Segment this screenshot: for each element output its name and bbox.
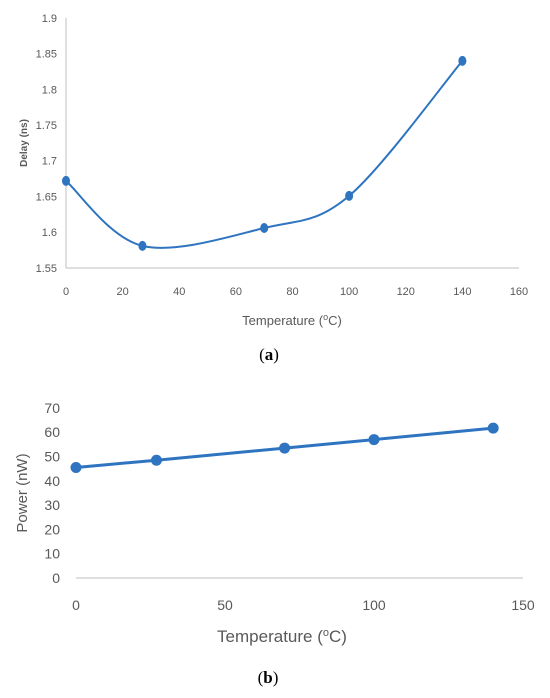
chart-a-data-point — [345, 190, 354, 201]
chart-a-data-point — [260, 223, 269, 233]
chart-b-data-point — [368, 434, 380, 446]
chart-a-x-tick-label: 0 — [63, 286, 69, 298]
chart-a-points — [62, 55, 467, 251]
chart-a-x-tick-label: 60 — [230, 286, 242, 298]
chart-a-x-tick-label: 140 — [453, 286, 471, 298]
chart-a-y-tick-label: 1.65 — [36, 191, 57, 203]
chart-a-caption: (a) — [259, 345, 279, 364]
chart-a-y-tick-label: 1.85 — [36, 49, 57, 61]
chart-a-y-tick-label: 1.75 — [36, 120, 57, 132]
chart-b-x-tick-label: 50 — [217, 597, 233, 613]
chart-b-ylabel: Power (nW) — [14, 453, 31, 532]
chart-a-y-ticks: 1.55 1.6 1.65 1.7 1.75 1.8 1.85 1.9 — [36, 13, 57, 275]
chart-a-x-tick-label: 40 — [173, 286, 185, 298]
chart-a-y-tick-label: 1.6 — [42, 227, 57, 239]
chart-a-x-tick-label: 100 — [340, 286, 358, 298]
chart-b-y-tick-label: 60 — [44, 424, 60, 440]
chart-a-x-tick-label: 80 — [286, 286, 298, 298]
chart-a-y-tick-label: 1.7 — [42, 156, 57, 168]
chart-b-y-tick-label: 10 — [44, 546, 60, 562]
chart-b-x-tick-label: 100 — [362, 597, 386, 613]
chart-a-x-tick-label: 160 — [510, 286, 528, 298]
chart-b-y-tick-label: 0 — [52, 570, 60, 586]
chart-a-y-tick-label: 1.9 — [42, 13, 57, 25]
chart-b-data-point — [70, 462, 82, 473]
chart-a-data-point — [458, 55, 467, 66]
chart-b-y-ticks: 0 10 20 30 40 50 60 70 — [44, 400, 60, 586]
chart-a: 1.55 1.6 1.65 1.7 1.75 1.8 1.85 1.9 0 20 40 60 80 10… — [19, 13, 528, 364]
chart-b: 0 10 20 30 40 50 60 70 0 50 100 150 Power (nW) Tem… — [14, 400, 535, 687]
chart-a-y-tick-label: 1.8 — [42, 84, 57, 96]
chart-b-y-tick-label: 30 — [44, 497, 60, 513]
chart-a-series-line — [65, 60, 464, 249]
chart-a-x-tick-label: 120 — [397, 286, 415, 298]
chart-b-data-point — [150, 454, 162, 466]
chart-a-xlabel: Temperature (oC) — [242, 312, 342, 328]
chart-b-y-tick-label: 20 — [44, 521, 60, 537]
chart-b-y-tick-label: 50 — [44, 448, 60, 464]
chart-a-data-point — [138, 240, 147, 251]
chart-b-y-tick-label: 70 — [44, 400, 60, 416]
chart-a-ylabel: Delay (ns) — [19, 119, 30, 167]
chart-b-x-tick-label: 150 — [511, 597, 535, 613]
chart-b-y-tick-label: 40 — [44, 473, 60, 489]
chart-b-x-tick-label: 0 — [72, 597, 80, 613]
chart-a-x-ticks: 0 20 40 60 80 100 120 140 160 — [63, 286, 528, 298]
chart-b-xlabel: Temperature (oC) — [217, 627, 347, 646]
chart-b-data-point — [279, 442, 291, 454]
chart-b-x-ticks: 0 50 100 150 — [72, 597, 535, 613]
chart-a-x-tick-label: 20 — [117, 286, 129, 298]
chart-a-y-tick-label: 1.55 — [36, 263, 57, 275]
chart-a-data-point — [62, 175, 70, 186]
chart-b-caption: (b) — [258, 668, 279, 687]
chart-b-data-point — [487, 422, 499, 434]
chart-b-points — [70, 422, 499, 473]
